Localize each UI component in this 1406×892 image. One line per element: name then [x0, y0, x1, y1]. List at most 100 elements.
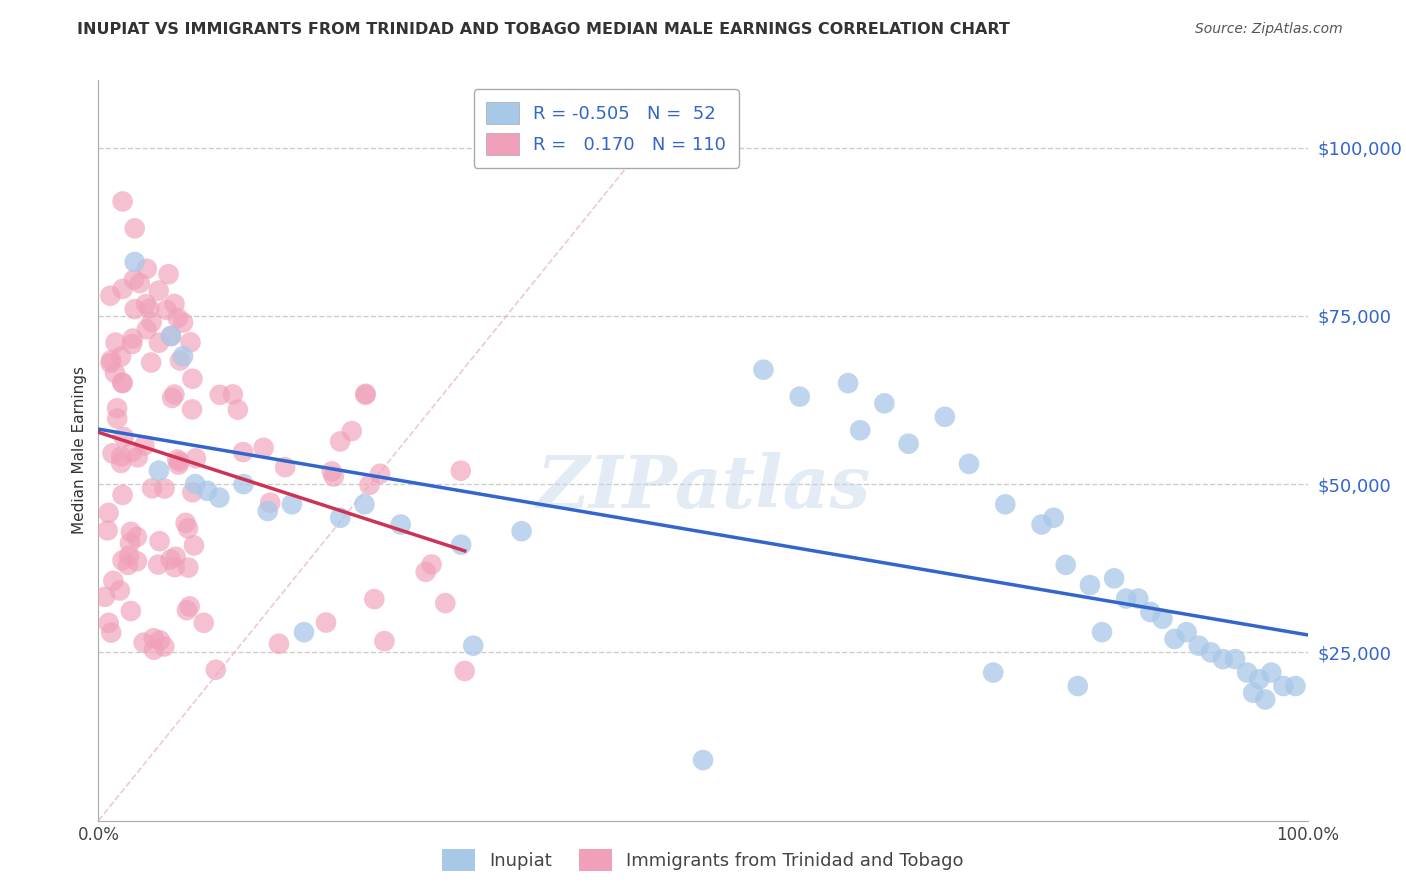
Point — [143, 642, 166, 657]
Point — [434, 596, 457, 610]
Legend: R = -0.505   N =  52, R =   0.170   N = 110: R = -0.505 N = 52, R = 0.170 N = 110 — [474, 89, 738, 168]
Point — [174, 516, 197, 530]
Point — [450, 464, 472, 478]
Point — [118, 549, 141, 563]
Point — [281, 497, 304, 511]
Point — [994, 497, 1017, 511]
Point — [160, 391, 183, 405]
Point — [981, 665, 1004, 680]
Point — [752, 362, 775, 376]
Point — [232, 445, 254, 459]
Point — [454, 664, 477, 678]
Point — [1254, 692, 1277, 706]
Text: INUPIAT VS IMMIGRANTS FROM TRINIDAD AND TOBAGO MEDIAN MALE EARNINGS CORRELATION : INUPIAT VS IMMIGRANTS FROM TRINIDAD AND … — [77, 22, 1010, 37]
Point — [120, 524, 142, 539]
Point — [321, 465, 343, 479]
Point — [121, 337, 143, 351]
Point — [692, 753, 714, 767]
Point — [1031, 517, 1053, 532]
Point — [142, 631, 165, 645]
Point — [193, 615, 215, 630]
Point — [1241, 686, 1264, 700]
Point — [208, 388, 231, 402]
Point — [204, 663, 226, 677]
Point — [153, 640, 176, 654]
Point — [177, 521, 200, 535]
Point — [132, 635, 155, 649]
Point — [1152, 612, 1174, 626]
Point — [111, 553, 134, 567]
Point — [148, 558, 170, 572]
Point — [957, 457, 980, 471]
Point — [934, 409, 956, 424]
Point — [420, 558, 443, 572]
Point — [415, 565, 437, 579]
Point — [463, 639, 485, 653]
Point — [167, 458, 190, 472]
Point — [166, 452, 188, 467]
Point — [111, 376, 134, 390]
Point — [110, 456, 132, 470]
Point — [177, 560, 200, 574]
Point — [110, 450, 132, 464]
Point — [111, 194, 134, 209]
Point — [104, 366, 127, 380]
Point — [160, 329, 183, 343]
Point — [1175, 625, 1198, 640]
Point — [1091, 625, 1114, 640]
Legend: Inupiat, Immigrants from Trinidad and Tobago: Inupiat, Immigrants from Trinidad and To… — [436, 842, 970, 879]
Point — [122, 272, 145, 286]
Point — [157, 267, 180, 281]
Point — [1236, 665, 1258, 680]
Point — [1163, 632, 1185, 646]
Point — [141, 481, 163, 495]
Point — [172, 349, 194, 363]
Point — [180, 335, 202, 350]
Point — [1249, 673, 1271, 687]
Point — [118, 536, 141, 550]
Point — [510, 524, 533, 539]
Point — [184, 477, 207, 491]
Point — [117, 558, 139, 572]
Point — [124, 221, 146, 235]
Point — [179, 599, 201, 614]
Point — [127, 450, 149, 465]
Point — [100, 625, 122, 640]
Point — [108, 583, 131, 598]
Point — [110, 350, 132, 364]
Y-axis label: Median Male Earnings: Median Male Earnings — [72, 367, 87, 534]
Point — [98, 289, 121, 303]
Point — [155, 302, 177, 317]
Point — [105, 401, 128, 416]
Point — [134, 438, 156, 452]
Point — [153, 482, 176, 496]
Point — [184, 451, 207, 466]
Point — [160, 329, 183, 343]
Point — [163, 560, 186, 574]
Point — [111, 488, 134, 502]
Point — [135, 322, 157, 336]
Point — [353, 497, 375, 511]
Point — [226, 402, 249, 417]
Point — [104, 335, 127, 350]
Point — [274, 460, 297, 475]
Point — [163, 387, 186, 401]
Point — [105, 411, 128, 425]
Point — [135, 297, 157, 311]
Point — [1042, 510, 1064, 524]
Point — [124, 302, 146, 317]
Point — [1223, 652, 1246, 666]
Point — [849, 423, 872, 437]
Point — [1199, 645, 1222, 659]
Point — [101, 446, 124, 460]
Point — [1188, 639, 1211, 653]
Point — [897, 436, 920, 450]
Point — [1284, 679, 1306, 693]
Point — [1139, 605, 1161, 619]
Point — [1272, 679, 1295, 693]
Point — [97, 615, 120, 630]
Point — [195, 483, 218, 498]
Point — [1067, 679, 1090, 693]
Point — [1054, 558, 1077, 572]
Point — [111, 282, 134, 296]
